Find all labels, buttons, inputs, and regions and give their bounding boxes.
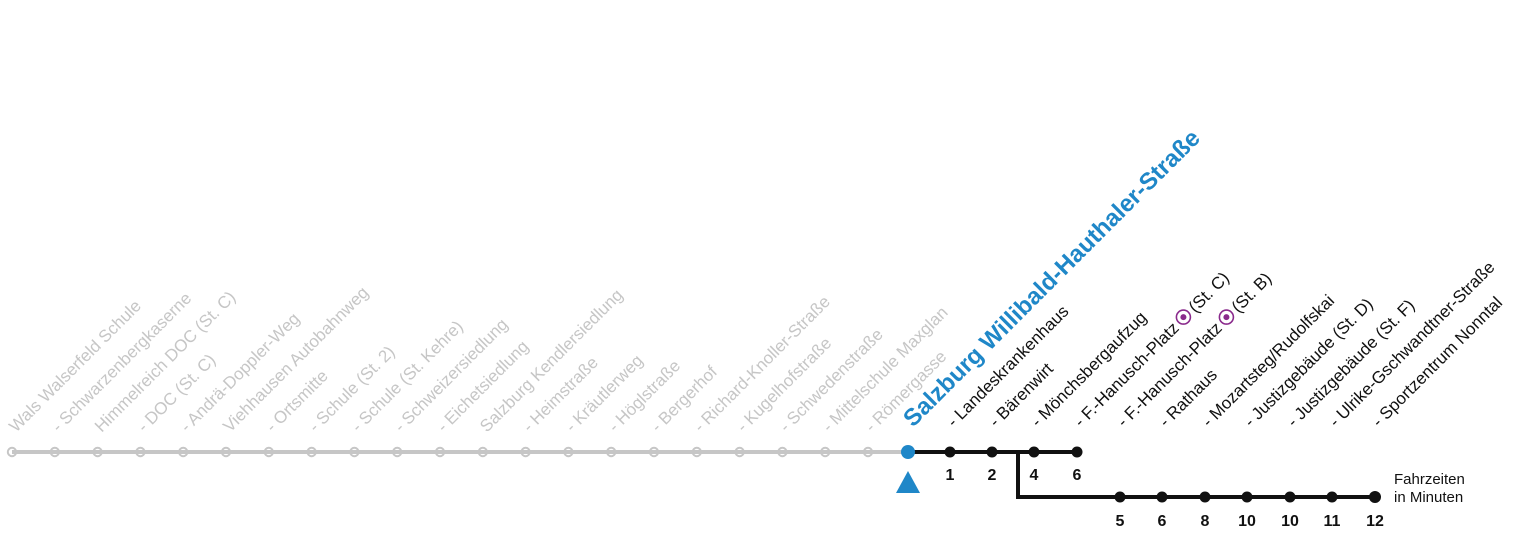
- travel-time: 2: [988, 467, 997, 484]
- travel-time: 10: [1281, 513, 1299, 530]
- stop-bay: (St. B): [1228, 269, 1275, 316]
- next-stop-dot: [1199, 491, 1211, 503]
- interchange-icon-center: [1223, 314, 1230, 321]
- next-stop-dot: [1156, 491, 1168, 503]
- next-stop-dot: [1071, 446, 1083, 458]
- travel-time: 1: [946, 467, 955, 484]
- next-stop-dot: [944, 446, 956, 458]
- next-stop-dot: [1114, 491, 1126, 503]
- travel-time: 12: [1366, 513, 1384, 530]
- stop-bay: (St. C): [1185, 268, 1233, 316]
- next-stop-dot: [1241, 491, 1253, 503]
- travel-time: 10: [1238, 513, 1256, 530]
- next-stop-dot: [1326, 491, 1338, 503]
- travel-time: 5: [1116, 513, 1125, 530]
- next-stop-dot: [1369, 491, 1381, 503]
- interchange-icon-center: [1180, 314, 1187, 321]
- travel-time: 6: [1073, 467, 1082, 484]
- travel-time: 11: [1324, 513, 1341, 530]
- legend-travel-times: Fahrzeiten: [1394, 471, 1465, 488]
- travel-time: 8: [1201, 513, 1210, 530]
- legend-in-minutes: in Minuten: [1394, 489, 1463, 506]
- next-stop-dot: [1028, 446, 1040, 458]
- next-stop-label: - Ulrike-Gschwandtner-Straße: [1325, 258, 1498, 431]
- next-stop-dot: [986, 446, 998, 458]
- past-stops-layer: Wals Walserfeld Schule- Schwarzenbergkas…: [5, 283, 952, 458]
- travel-time: 4: [1030, 467, 1039, 484]
- you-are-here-triangle-icon: [896, 471, 920, 493]
- legend: Fahrzeiten in Minuten: [1394, 471, 1465, 506]
- travel-time: 6: [1158, 513, 1167, 530]
- next-stop-name: - Ulrike-Gschwandtner-Straße: [1325, 258, 1498, 431]
- current-stop-dot: [901, 445, 915, 459]
- branch-route-line: [1016, 452, 1375, 499]
- next-stop-dot: [1284, 491, 1296, 503]
